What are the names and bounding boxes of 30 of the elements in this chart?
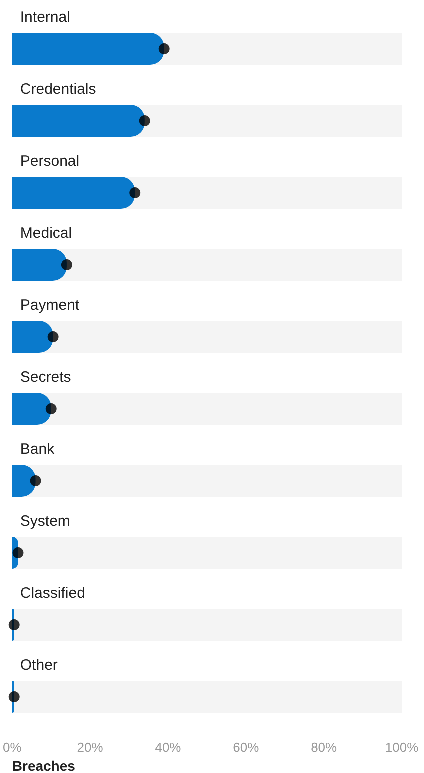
- x-tick-label: 40%: [155, 740, 182, 755]
- x-tick-label: 60%: [233, 740, 260, 755]
- x-tick-label: 0%: [2, 740, 22, 755]
- y-tick-label: Payment: [20, 297, 80, 314]
- point: [139, 116, 150, 126]
- bar: [12, 321, 54, 353]
- y-tick-label: Personal: [20, 153, 80, 170]
- bar: [12, 249, 67, 281]
- point: [46, 404, 57, 414]
- y-tick-label: Credentials: [20, 81, 96, 98]
- point: [12, 548, 24, 558]
- bar: [12, 393, 52, 425]
- point: [8, 692, 20, 702]
- x-tick-label: 80%: [311, 740, 338, 755]
- point: [48, 332, 59, 342]
- point: [8, 620, 20, 630]
- point: [158, 44, 170, 54]
- point: [61, 260, 72, 270]
- x-tick-label: 20%: [77, 740, 104, 755]
- y-tick-label: Classified: [20, 585, 86, 602]
- x-tick-label: 100%: [385, 740, 420, 755]
- x-axis-title: Breaches: [12, 758, 76, 773]
- y-tick-label: Internal: [20, 9, 70, 26]
- y-tick-label: Other: [20, 657, 58, 674]
- y-tick-label: Bank: [20, 441, 56, 458]
- y-tick-label: Medical: [20, 225, 72, 242]
- y-tick-label: System: [20, 513, 70, 530]
- y-tick-label: Secrets: [20, 369, 72, 386]
- point: [130, 188, 141, 198]
- point: [30, 476, 42, 486]
